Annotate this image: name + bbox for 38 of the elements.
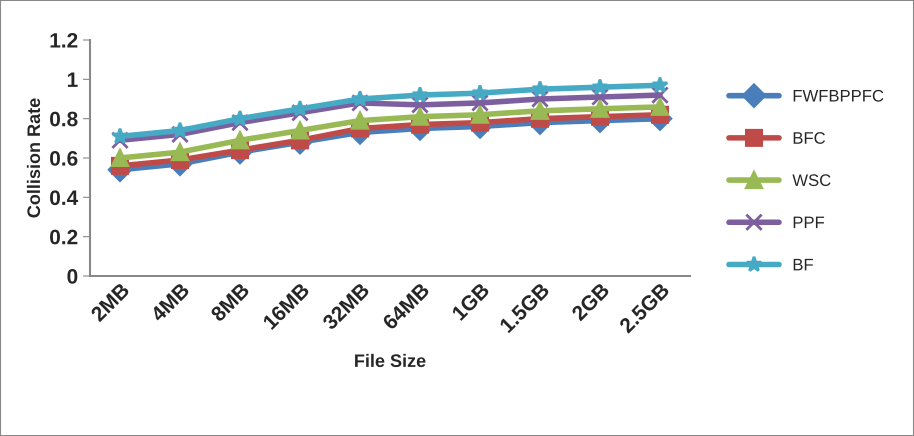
point [590,100,610,118]
y-tick-label: 0.4 [50,190,78,206]
legend-label: PPF [794,216,824,228]
legend-label: FWFBPPFC [794,90,884,102]
point [471,84,489,101]
point [170,143,190,162]
point [410,108,430,126]
point [170,125,190,144]
point [350,112,370,130]
point [470,106,490,124]
y-tick-label: 0 [67,269,78,284]
point [591,78,609,95]
x-axis-title: File Size [355,354,426,368]
point [111,127,129,144]
y-tick-label: 1.2 [50,33,78,48]
legend-label: BFC [794,132,826,144]
point [530,102,550,120]
legend-label: WSC [792,174,831,186]
point [231,110,249,126]
point [351,90,369,107]
y-tick-label: 0.2 [50,230,78,244]
point [531,80,549,97]
y-axis-title: Collision Rate [26,98,40,218]
y-tick-label: 0.8 [50,112,78,126]
point [290,104,310,122]
point [230,114,250,132]
point [650,86,670,104]
y-tick-label: 1 [68,72,78,87]
point [290,121,310,140]
point [350,94,370,112]
point [650,98,670,116]
point [411,86,429,103]
point [651,76,669,93]
point [110,148,130,168]
y-tick-label: 0.6 [50,151,78,166]
point [230,131,250,150]
legend-label: BF [794,258,813,270]
point [110,131,130,150]
